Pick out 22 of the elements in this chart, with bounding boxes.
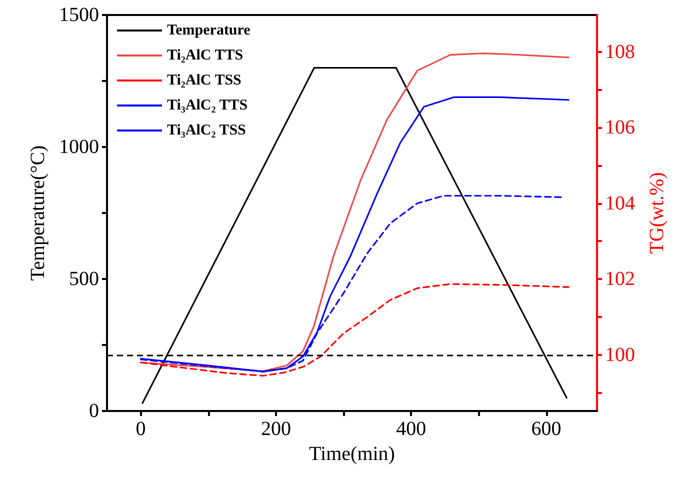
y2-tick-label: 104 — [605, 192, 635, 214]
legend-label: Ti₃AlC₂ TTS — [167, 98, 248, 114]
legend-label: Ti₃AlC₂ TSS — [167, 122, 246, 138]
x-tick-label: 200 — [260, 418, 291, 440]
y-tick-label: 1500 — [59, 4, 99, 26]
x-tick-label: 0 — [136, 418, 146, 440]
y-axis-title: Temperature(°C) — [27, 145, 50, 281]
y2-tick-label: 108 — [605, 40, 635, 63]
y2-tick-label: 106 — [605, 116, 635, 139]
legend-label: Ti₂AlC TTS — [167, 48, 244, 64]
legend-label: Ti₂AlC TSS — [167, 72, 242, 88]
x-tick-label: 400 — [396, 418, 426, 440]
y-tick-label: 1000 — [59, 136, 99, 158]
y2-tick-label: 102 — [605, 268, 635, 290]
y-tick-label: 500 — [69, 268, 99, 290]
y2-tick-label: 100 — [605, 344, 635, 366]
x-tick-label: 600 — [531, 418, 562, 440]
y2-axis-title: TG(wt.%) — [646, 172, 668, 254]
legend-label: Temperature — [167, 22, 251, 38]
x-axis-title: Time(min) — [309, 442, 395, 465]
line-series — [140, 283, 570, 377]
y-tick-label: 0 — [89, 400, 99, 422]
